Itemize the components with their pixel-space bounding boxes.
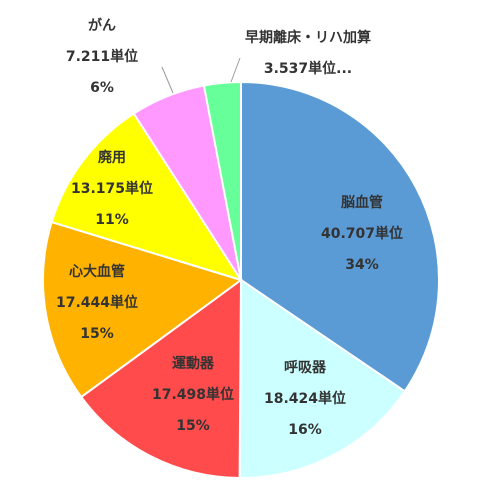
slice-name-label: がん	[88, 17, 116, 34]
slice-name-label: 早期離床・リハ加算	[245, 29, 371, 46]
slice-name-label: 運動器	[172, 355, 215, 372]
slice-percent-label: 11%	[95, 212, 129, 228]
pie-slices	[42, 80, 440, 480]
slice-name-label: 呼吸器	[284, 359, 327, 376]
slice-percent-label: 15%	[80, 326, 114, 342]
pie-slice	[238, 278, 407, 480]
pie-slice	[50, 112, 244, 282]
slice-value-label: 13.175単位	[71, 180, 153, 197]
slice-percent-label: 15%	[176, 418, 210, 434]
slice-value-label: 18.424単位	[264, 390, 346, 407]
slice-percent-label: 6%	[90, 80, 114, 96]
slice-percent-label: 16%	[288, 422, 322, 438]
slice-labels: 脳血管 40.707単位 34% 呼吸器 18.424単位 16% 運動器 17.498単位 1…	[56, 17, 403, 438]
pie-slice	[202, 80, 242, 281]
slice-value-label: 17.498単位	[152, 386, 234, 403]
pie-slice	[240, 80, 440, 393]
slice-value-label: 3.537単位...	[264, 60, 352, 77]
leader-lines	[161, 57, 241, 94]
leader-line	[230, 57, 241, 83]
pie-slice	[79, 278, 243, 480]
slice-name-label: 廃用	[98, 149, 126, 166]
slice-value-label: 40.707単位	[321, 225, 403, 242]
slice-value-label: 7.211単位	[66, 48, 138, 65]
leader-line	[161, 66, 174, 94]
slice-name-label: 脳血管	[341, 194, 383, 211]
slice-percent-label: 34%	[345, 257, 379, 273]
slice-name-label: 心大血管	[69, 263, 125, 280]
slice-value-label: 17.444単位	[56, 294, 138, 311]
